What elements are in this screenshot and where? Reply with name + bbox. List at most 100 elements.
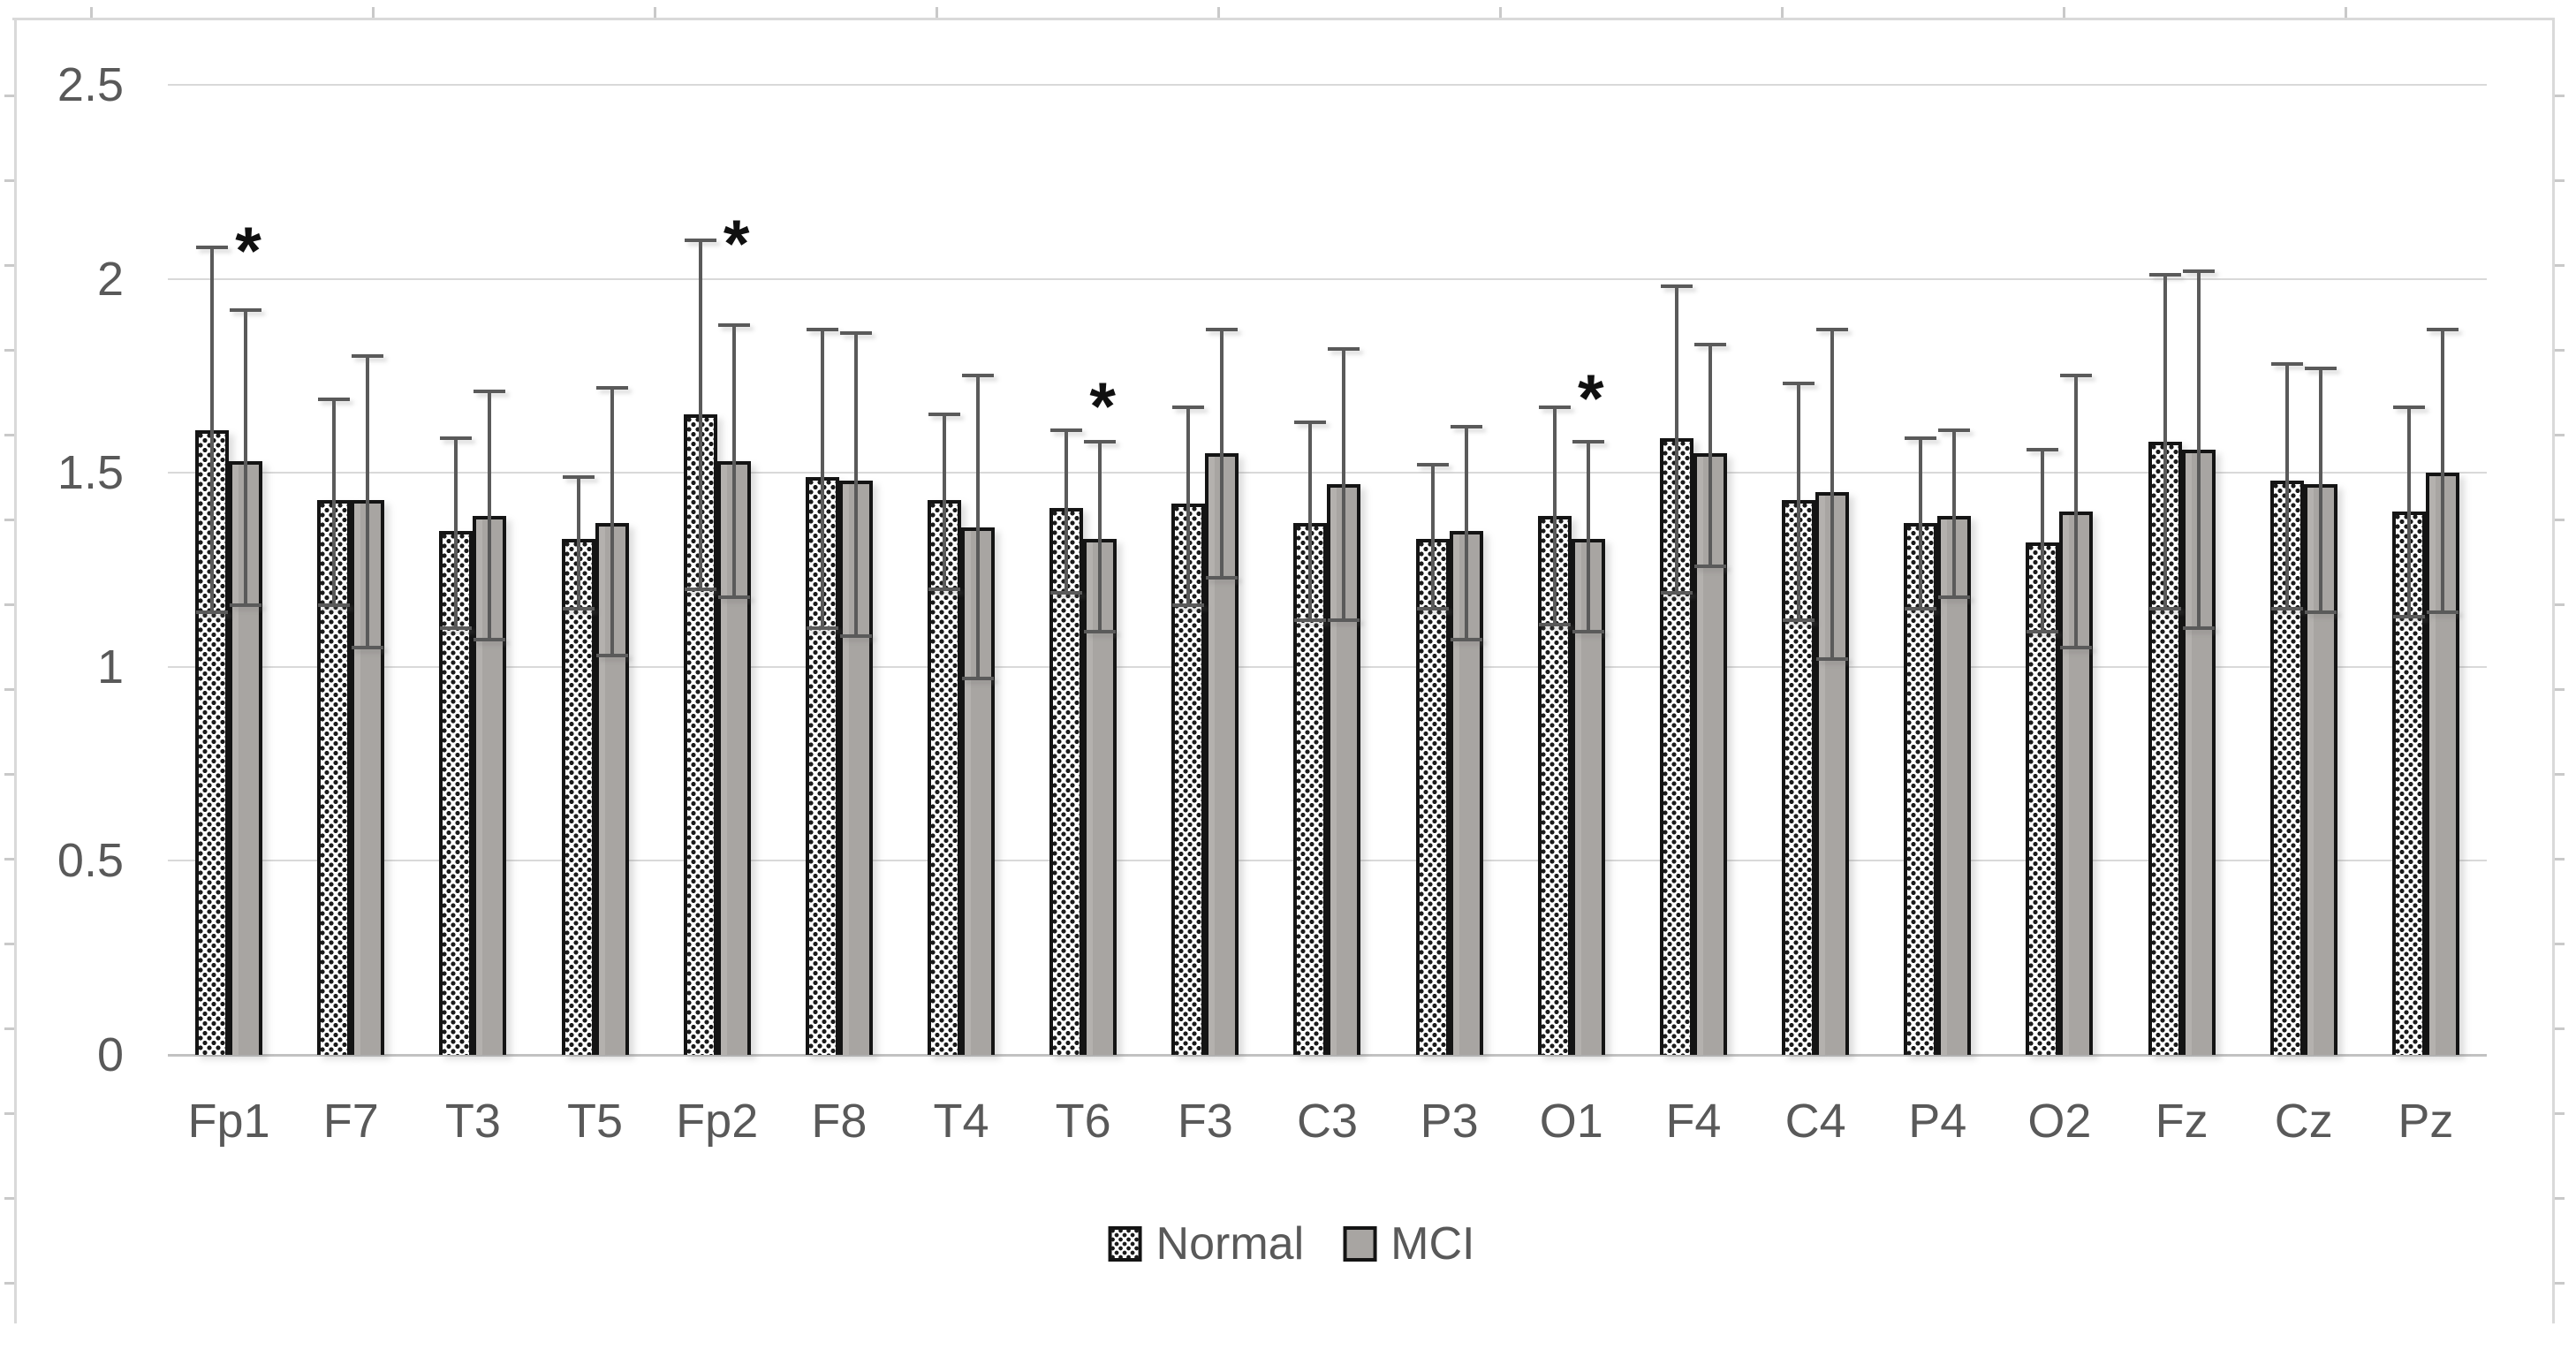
error-bar-cap	[1938, 595, 1971, 599]
ruler-tick-right	[2555, 1027, 2565, 1030]
error-bar-cap	[562, 474, 595, 479]
x-tick-label-C3: C3	[1296, 1095, 1358, 1148]
error-bar-line	[210, 247, 215, 613]
ruler-tick-left	[4, 773, 14, 776]
error-bar-cap	[839, 633, 872, 638]
ruler-tick-top	[936, 7, 938, 18]
legend-swatch-normal-pattern-icon	[1108, 1226, 1142, 1262]
x-tick-label-T5: T5	[567, 1095, 624, 1148]
y-tick-label: 1.5	[57, 446, 124, 500]
error-bar-cap	[1328, 346, 1360, 351]
error-bar-cap	[2270, 606, 2303, 610]
error-bar-line	[2406, 406, 2411, 617]
error-bar-line	[1064, 429, 1069, 594]
error-bar-line	[1797, 383, 1801, 621]
bar-group-Fp1: * Fp1	[187, 214, 270, 1148]
bar-group-T3: T3	[412, 85, 534, 1145]
error-bar-cap	[1538, 405, 1571, 409]
ruler-tick-right	[2555, 773, 2565, 776]
error-bar-cap	[2060, 374, 2093, 378]
error-bar-cap	[928, 413, 961, 417]
error-bar-line	[1430, 465, 1435, 609]
error-bar-cap	[474, 389, 506, 393]
error-bar-cap	[2027, 630, 2059, 634]
y-tick-label: 1	[96, 640, 124, 694]
error-bar-cap	[839, 331, 872, 336]
ruler-tick-left	[4, 603, 14, 606]
error-bar-cap	[2304, 366, 2337, 370]
ruler-tick-right	[2555, 1197, 2565, 1200]
bar-group-F7: F7	[290, 85, 412, 1145]
normal-bar-F3	[1171, 504, 1206, 1055]
normal-bar-T6	[1049, 507, 1084, 1055]
error-bar-line	[1342, 348, 1346, 621]
error-bar-line	[698, 239, 702, 589]
error-bar-line	[2318, 368, 2322, 613]
ruler-tick-right	[2555, 434, 2565, 436]
error-bar-cap	[1783, 618, 1815, 623]
error-bar-cap	[1416, 463, 1449, 467]
bar-group-Cz: Cz	[2243, 85, 2365, 1145]
x-tick-label-O1: O1	[1539, 1095, 1603, 1148]
ruler-tick-left	[4, 1197, 14, 1200]
error-bar-cap	[1905, 606, 1937, 610]
error-bar-line	[454, 437, 458, 628]
ruler-tick-top	[654, 7, 656, 18]
error-bar-cap	[1328, 618, 1360, 623]
ruler-tick-right	[2555, 688, 2565, 691]
bar-group-Fz: Fz	[2121, 85, 2243, 1145]
bar-group-P4: P4	[1876, 85, 1998, 1145]
error-bar-line	[2284, 364, 2289, 609]
figure-border-left	[14, 18, 17, 1323]
bar-group-F4: F4	[1633, 85, 1754, 1145]
ruler-tick-top	[372, 7, 375, 18]
error-bar-cap	[230, 603, 262, 607]
error-bar-cap	[1084, 440, 1117, 444]
x-tick-label-Pz: Pz	[2398, 1095, 2454, 1148]
normal-bar-P4	[1904, 523, 1938, 1055]
error-bar-cap	[1572, 440, 1604, 444]
error-bar-cap	[928, 587, 961, 591]
error-bar-line	[1674, 286, 1678, 594]
ruler-tick-right	[2555, 603, 2565, 606]
ruler-tick-right	[2555, 1112, 2565, 1115]
ruler-tick-right	[2555, 95, 2565, 97]
ruler-tick-top	[2063, 7, 2065, 18]
ruler-tick-left	[4, 943, 14, 945]
error-bar-line	[1186, 406, 1191, 605]
legend-item-mci: MCI	[1343, 1221, 1474, 1267]
gridline-2	[168, 277, 2487, 280]
ruler-tick-top	[2345, 7, 2347, 18]
ruler-tick-left	[4, 349, 14, 352]
error-bar-line	[576, 476, 580, 609]
error-bar-cap	[1450, 424, 1482, 428]
x-tick-label-P3: P3	[1420, 1095, 1479, 1148]
error-bar-cap	[595, 653, 628, 657]
normal-bar-T5	[561, 538, 595, 1055]
ruler-tick-left	[4, 688, 14, 691]
error-bar-cap	[1938, 428, 1971, 432]
error-bar-cap	[1538, 622, 1571, 626]
error-bar-line	[2440, 329, 2444, 613]
ruler-tick-top	[1217, 7, 1220, 18]
error-bar-cap	[1206, 327, 1239, 331]
plot-area: * Fp1 F7 T3 T5 * Fp2 F8 T4 * T6 F3 C3 P3 * O1 F4 C4 P4 O2 Fz…	[168, 84, 2487, 1148]
bar-group-O2: O2	[1998, 85, 2120, 1145]
y-tick-label: 2.5	[57, 58, 124, 111]
y-tick-label: 0	[96, 1028, 124, 1081]
error-bar-cap	[2182, 625, 2215, 630]
error-bar-cap	[352, 645, 384, 649]
x-tick-label-P4: P4	[1908, 1095, 1967, 1148]
error-bar-line	[2163, 275, 2167, 609]
error-bar-cap	[2148, 606, 2181, 610]
error-bar-line	[1308, 422, 1313, 621]
legend-label-mci: MCI	[1390, 1218, 1475, 1270]
normal-bar-T3	[439, 531, 474, 1055]
bar-group-C3: C3	[1266, 85, 1388, 1145]
error-bar-cap	[440, 436, 473, 440]
error-bar-line	[1220, 329, 1224, 578]
bar-group-C4: C4	[1754, 85, 1876, 1145]
error-bar-cap	[1660, 591, 1693, 595]
error-bar-cap	[962, 676, 995, 680]
x-tick-label-T3: T3	[444, 1095, 501, 1148]
